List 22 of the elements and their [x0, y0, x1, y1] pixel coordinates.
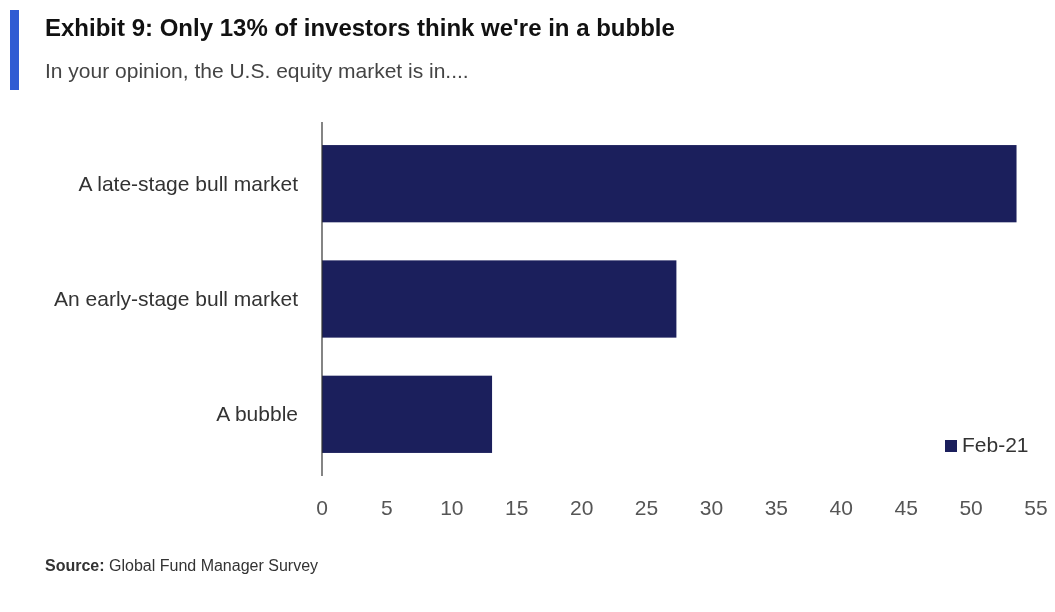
x-tick-label: 15 [505, 496, 529, 519]
x-tick-label: 20 [569, 496, 594, 519]
legend-label: Feb-21 [962, 433, 1029, 456]
y-tick-label: A bubble [216, 402, 298, 426]
x-tick-label: 10 [440, 496, 464, 519]
y-tick-label: A late-stage bull market [78, 171, 299, 195]
chart-title: Exhibit 9: Only 13% of investors think we're in a bubble [45, 14, 675, 41]
x-tick-label: 5 [381, 496, 393, 519]
x-tick-label: 50 [959, 496, 983, 519]
x-tick-label: 40 [829, 496, 853, 519]
x-tick-label: 30 [699, 496, 724, 519]
x-tick-label: 35 [764, 496, 789, 519]
x-tick-label: 0 [316, 496, 328, 519]
bar [322, 260, 677, 338]
bar [322, 375, 493, 453]
y-tick-label: An early-stage bull market [54, 287, 299, 310]
x-tick-label: 45 [894, 496, 918, 519]
chart-subtitle: In your opinion, the U.S. equity market is in.... [45, 59, 469, 82]
x-tick-label: 55 [1024, 496, 1048, 519]
bar [322, 145, 1017, 223]
source-note: Source: Global Fund Manager Survey [45, 557, 319, 574]
x-tick-label: 25 [634, 496, 659, 519]
